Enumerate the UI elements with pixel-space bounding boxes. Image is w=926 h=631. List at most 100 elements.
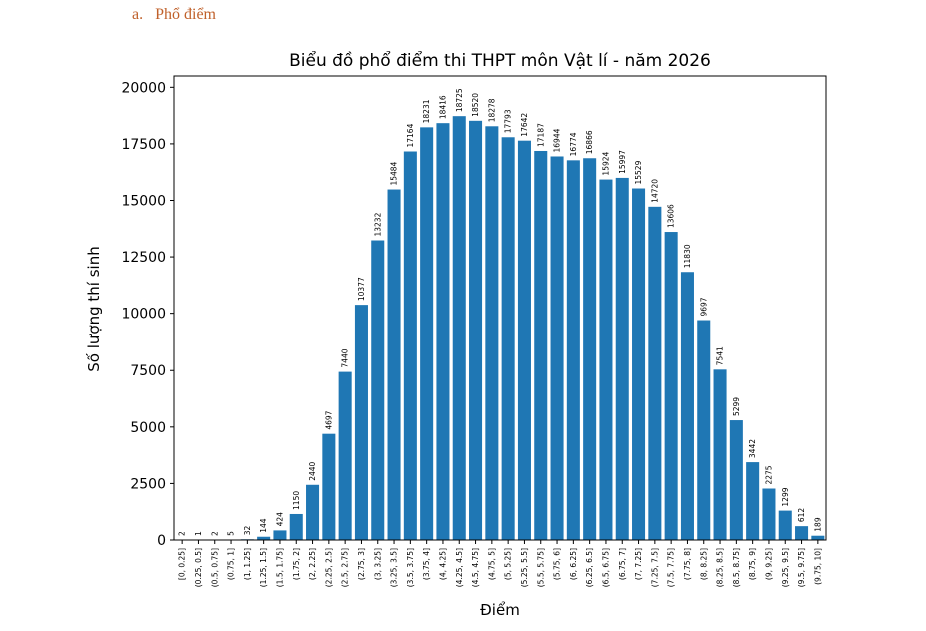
x-tick-label: (3.75, 4]	[422, 548, 431, 580]
data-label: 144	[259, 518, 268, 533]
plot-frame	[173, 75, 827, 541]
x-tick-label: (0.25, 0.5]	[194, 548, 203, 587]
data-label: 11830	[683, 244, 692, 268]
bar	[517, 140, 531, 540]
x-tick-label: (4.25, 4.5]	[455, 548, 464, 587]
bar	[729, 420, 743, 540]
y-tick-label: 5000	[130, 420, 166, 436]
y-tick-label: 7500	[130, 363, 166, 379]
x-tick-label: (6.25, 6.5]	[585, 548, 594, 587]
bar	[387, 189, 401, 540]
bar	[322, 433, 336, 540]
x-tick-label: (7.75, 8]	[683, 548, 692, 580]
x-tick-label: (6.75, 7]	[618, 548, 627, 580]
data-label: 7541	[716, 346, 725, 365]
data-label: 3442	[748, 439, 757, 458]
x-tick-label: (4.5, 4.75]	[471, 548, 480, 587]
y-tick-label: 20000	[121, 80, 166, 96]
x-tick-label: (8.75, 9]	[748, 548, 757, 580]
bar	[273, 530, 287, 540]
bar	[354, 305, 368, 540]
x-tick-label: (5.75, 6]	[553, 548, 562, 580]
data-label: 17642	[520, 113, 529, 137]
data-labels-group: 2 1 2 5 32 144 424 1150 2440 4697 7440 10377 13232 15…	[178, 88, 823, 536]
x-axis-label: Điểm	[480, 601, 520, 619]
x-tick-label: (0.75, 1]	[227, 548, 236, 580]
data-label: 16774	[569, 132, 578, 156]
data-label: 2	[178, 531, 187, 536]
bar	[436, 123, 450, 541]
data-label: 612	[797, 508, 806, 523]
x-tick-label: (5.25, 5.5]	[520, 548, 529, 587]
bar	[420, 127, 434, 541]
data-label: 16866	[585, 130, 594, 154]
x-tick-label: (1.5, 1.75]	[275, 548, 284, 587]
data-label: 1	[194, 531, 203, 536]
data-label: 15997	[618, 150, 627, 174]
x-tick-label: (3.5, 3.75]	[406, 548, 415, 587]
x-tick-label: (4, 4.25]	[438, 548, 447, 580]
data-label: 15484	[390, 161, 399, 185]
x-tick-label: (5.5, 5.75]	[536, 548, 545, 587]
x-tick-label: (7, 7.25]	[634, 548, 643, 580]
data-label: 189	[813, 517, 822, 532]
bar	[501, 137, 515, 540]
bar	[746, 462, 760, 540]
y-axis: 0 2500 5000 7500 10000 12500 15000 17500 20000	[121, 80, 174, 549]
data-label: 15529	[634, 160, 643, 184]
bar	[697, 320, 711, 540]
bar	[795, 526, 809, 540]
bar	[289, 513, 303, 540]
data-label: 16944	[553, 128, 562, 152]
x-tick-label: (3.25, 3.5]	[390, 548, 399, 587]
x-tick-label: (8.5, 8.75]	[732, 548, 741, 587]
bar	[648, 206, 662, 540]
x-tick-label: (2.25, 2.5]	[324, 548, 333, 587]
x-tick-label: (8, 8.25]	[699, 548, 708, 580]
bar	[566, 160, 580, 540]
data-label: 13232	[373, 212, 382, 236]
x-tick-label: (9.75, 10]	[813, 548, 822, 585]
y-tick-label: 15000	[121, 193, 166, 209]
data-label: 9697	[699, 297, 708, 316]
bar	[583, 158, 597, 540]
bar	[306, 484, 320, 540]
data-label: 2	[210, 531, 219, 536]
y-tick-label: 10000	[121, 307, 166, 323]
x-tick-label: (6.5, 6.75]	[601, 548, 610, 587]
y-tick-label: 12500	[121, 250, 166, 266]
x-tick-label: (2.5, 2.75]	[341, 548, 350, 587]
bar	[452, 116, 466, 541]
y-tick-label: 17500	[121, 137, 166, 153]
x-tick-label: (2.75, 3]	[357, 548, 366, 580]
x-tick-label: (0.5, 0.75]	[210, 548, 219, 587]
section-heading: a. Phổ điểm	[132, 6, 216, 24]
data-label: 18416	[438, 95, 447, 119]
bar	[713, 369, 727, 540]
bar	[664, 232, 678, 541]
bar	[403, 151, 417, 540]
data-label: 14720	[650, 179, 659, 203]
x-tick-label: (1, 1.25]	[243, 548, 252, 580]
bar	[811, 535, 825, 540]
data-label: 10377	[357, 277, 366, 301]
bar	[762, 488, 776, 540]
x-tick-label: (6, 6.25]	[569, 548, 578, 580]
x-tick-label: (2, 2.25]	[308, 548, 317, 580]
data-label: 2275	[764, 465, 773, 484]
x-tick-label: (1.75, 2]	[292, 548, 301, 580]
x-tick-label: (4.75, 5]	[487, 548, 496, 580]
section-marker: a.	[132, 6, 144, 23]
x-tick-label: (3, 3.25]	[373, 548, 382, 580]
data-label: 18278	[487, 98, 496, 122]
x-tick-label: (7.25, 7.5]	[650, 548, 659, 587]
data-label: 17164	[406, 123, 415, 147]
data-label: 13606	[667, 204, 676, 228]
data-label: 5299	[732, 397, 741, 416]
y-tick-label: 0	[157, 533, 166, 549]
bar	[615, 177, 629, 540]
x-tick-label: (1.25, 1.5]	[259, 548, 268, 587]
bar	[338, 371, 352, 540]
x-axis: [0, 0.25] (0.25, 0.5] (0.5, 0.75] (0.75, 1]…	[178, 540, 822, 587]
